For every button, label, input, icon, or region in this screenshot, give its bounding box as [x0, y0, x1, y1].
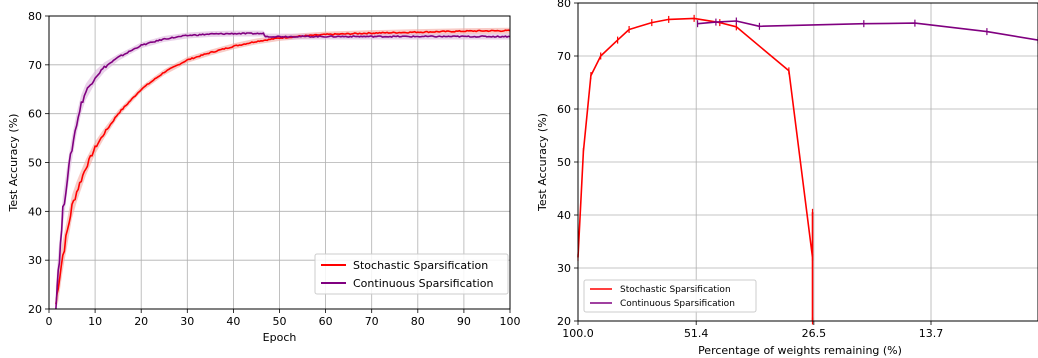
x-tick-label: 70 [365, 315, 379, 328]
legend: Stochastic Sparsification Continuous Spa… [583, 279, 757, 313]
x-tick-label: 26.5 [802, 327, 827, 340]
x-tick-label: 51.4 [684, 327, 709, 340]
y-tick-label: 80 [28, 10, 42, 23]
x-axis-label: Epoch [263, 331, 297, 344]
x-tick-label: 60 [319, 315, 333, 328]
x-tick-label: 13.7 [919, 327, 944, 340]
legend-label-continuous: Continuous Sparsification [353, 277, 493, 290]
series-lines [55, 29, 511, 310]
y-tick-label: 70 [28, 59, 42, 72]
series-line-stochastic [55, 29, 511, 305]
y-tick-label: 50 [557, 156, 571, 169]
y-tick-label: 30 [557, 262, 571, 275]
y-tick-label: 20 [28, 303, 42, 316]
y-tick-label: 40 [557, 209, 571, 222]
y-tick-label: 70 [557, 50, 571, 63]
x-tick-label: 40 [226, 315, 240, 328]
y-axis-label: Test Accuracy (%) [536, 113, 549, 212]
x-tick-label: 100 [500, 315, 521, 328]
x-axis-label: Percentage of weights remaining (%) [698, 344, 902, 357]
y-tick-label: 80 [557, 0, 571, 10]
series-lines [577, 14, 1038, 325]
x-tick-label: 90 [457, 315, 471, 328]
x-tick-label: 10 [88, 315, 102, 328]
x-tick-label: 80 [411, 315, 425, 328]
legend: Stochastic Sparsification Continuous Spa… [314, 253, 509, 295]
grid-lines [577, 2, 1038, 322]
series-line-stochastic [577, 17, 814, 322]
y-tick-label: 60 [557, 103, 571, 116]
x-tick-label: 30 [180, 315, 194, 328]
axis-ticks: 20 30 40 50 60 70 80 100.0 51.4 26.5 13.7 [557, 0, 943, 340]
legend-box [583, 279, 757, 313]
x-tick-label: 20 [134, 315, 148, 328]
x-tick-label: 100.0 [562, 327, 594, 340]
x-tick-label: 50 [273, 315, 287, 328]
series-line-continuous [55, 32, 511, 310]
legend-box [314, 253, 509, 295]
y-axis-label: Test Accuracy (%) [7, 114, 20, 213]
axis-ticks: 20 30 40 50 60 70 80 0 10 20 30 40 50 60 70 80 90 100 [28, 10, 521, 328]
y-tick-label: 50 [28, 157, 42, 170]
y-tick-label: 20 [557, 315, 571, 328]
y-tick-label: 60 [28, 108, 42, 121]
legend-label-stochastic: Stochastic Sparsification [353, 259, 488, 272]
epoch-accuracy-chart: 20 30 40 50 60 70 80 0 10 20 30 40 50 60 70 80 90 100 Epo… [7, 10, 521, 344]
y-tick-label: 40 [28, 205, 42, 218]
legend-label-stochastic: Stochastic Sparsification [620, 285, 731, 295]
y-tick-label: 30 [28, 254, 42, 267]
series-line-continuous [697, 20, 1038, 41]
sparsity-accuracy-chart: 20 30 40 50 60 70 80 100.0 51.4 26.5 13.7 Percenta… [536, 0, 1038, 357]
legend-label-continuous: Continuous Sparsification [620, 299, 735, 309]
x-tick-label: 0 [46, 315, 53, 328]
